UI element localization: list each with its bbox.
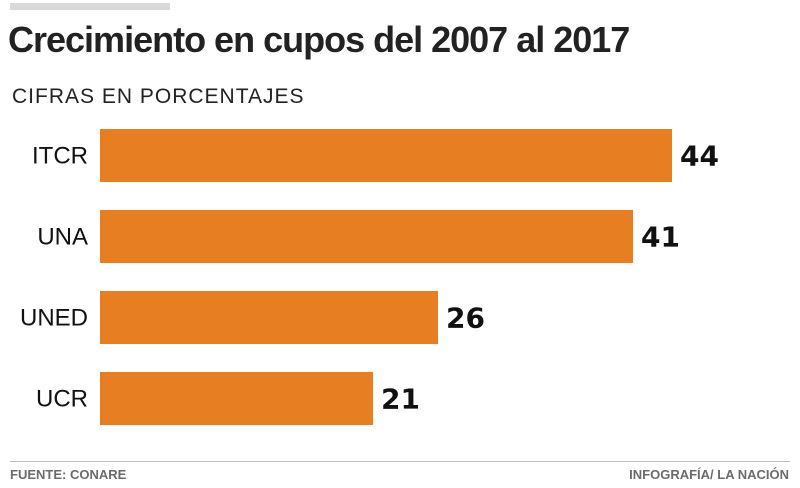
bar-uned (100, 291, 438, 344)
bar-ucr (100, 372, 373, 425)
value-label: 26 (446, 302, 485, 335)
value-label: 44 (680, 140, 719, 173)
category-label: ITCR (32, 143, 88, 170)
value-label: 21 (381, 383, 420, 416)
category-label: UNA (37, 224, 88, 251)
category-label: UNED (20, 305, 88, 332)
credit-note: INFOGRAFÍA/ LA NACIÓN (629, 467, 789, 482)
chart-subtitle: CIFRAS EN PORCENTAJES (12, 85, 305, 108)
category-label: UCR (36, 386, 88, 413)
value-label: 41 (641, 221, 680, 254)
bar-itcr (100, 129, 672, 182)
footer-divider (10, 461, 790, 462)
source-note: FUENTE: CONARE (10, 467, 127, 482)
bar-una (100, 210, 633, 263)
top-accent-rule (10, 3, 170, 10)
chart-title: Crecimiento en cupos del 2007 al 2017 (8, 19, 630, 60)
